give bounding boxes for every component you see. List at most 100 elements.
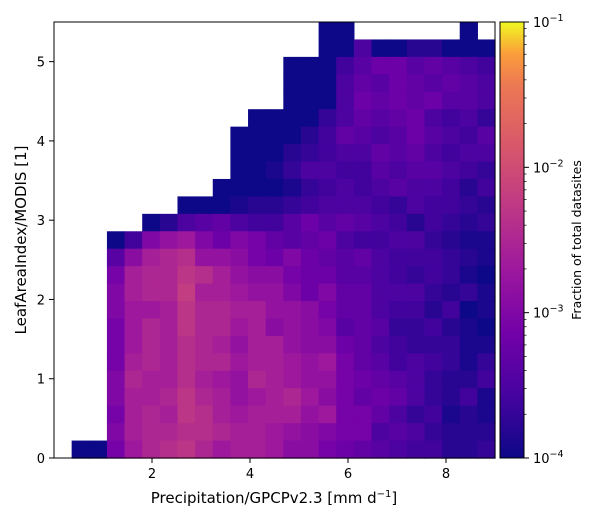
heatmap-cell	[371, 74, 390, 93]
heatmap-cell	[424, 196, 443, 215]
heatmap-cell	[353, 405, 373, 424]
heatmap-cell	[477, 388, 496, 407]
heatmap-cell	[406, 196, 426, 215]
heatmap-cell	[353, 388, 373, 407]
heatmap-cell	[318, 370, 337, 389]
heatmap-cell	[106, 370, 126, 389]
heatmap-cell	[459, 423, 478, 442]
heatmap-cell	[212, 196, 231, 215]
heatmap-cell	[300, 144, 320, 163]
heatmap-cell	[212, 353, 231, 372]
heatmap-cell	[248, 213, 267, 232]
x-tick-label: 2	[148, 467, 156, 482]
heatmap-cell	[230, 126, 249, 145]
heatmap-cell	[459, 74, 478, 93]
heatmap-cell	[371, 126, 390, 145]
heatmap-cell	[300, 266, 320, 285]
heatmap-cell	[318, 39, 337, 58]
heatmap-cell	[248, 353, 267, 372]
heatmap-cell	[442, 335, 461, 354]
heatmap-cell	[159, 423, 179, 442]
y-tick-label: 3	[37, 214, 45, 229]
x-tick-label: 4	[246, 467, 254, 482]
heatmap-cell	[248, 178, 267, 197]
heatmap-cell	[230, 353, 249, 372]
heatmap-cell	[336, 318, 355, 337]
heatmap-cell	[389, 56, 408, 75]
heatmap-cell	[142, 388, 161, 407]
heatmap-cell	[212, 370, 231, 389]
heatmap-cell	[300, 161, 320, 180]
heatmap-cell	[318, 56, 337, 75]
heatmap-cell	[371, 91, 390, 110]
heatmap-cell	[318, 22, 337, 41]
heatmap-cell	[230, 370, 249, 389]
heatmap-cell	[371, 301, 390, 320]
heatmap-cell	[230, 144, 249, 163]
heatmap-cell	[406, 39, 426, 58]
heatmap-cell	[106, 335, 126, 354]
heatmap-cell	[459, 248, 478, 267]
heatmap-cell	[406, 423, 426, 442]
heatmap-cell	[89, 440, 108, 459]
heatmap-cell	[283, 144, 302, 163]
heatmap-cell	[265, 335, 284, 354]
heatmap-cell	[212, 248, 231, 267]
heatmap-cell	[159, 266, 179, 285]
heatmap-cell	[477, 301, 496, 320]
heatmap-cell	[389, 283, 408, 302]
heatmap-cell	[336, 109, 355, 128]
x-tick-label: 6	[344, 467, 352, 482]
heatmap-cell	[283, 318, 302, 337]
heatmap-cell	[406, 74, 426, 93]
heatmap-cell	[424, 283, 443, 302]
heatmap-cell	[371, 423, 390, 442]
heatmap-cell	[177, 318, 196, 337]
heatmap-cell	[459, 301, 478, 320]
heatmap-cell	[300, 283, 320, 302]
heatmap-cell	[318, 353, 337, 372]
heatmap-cell	[142, 405, 161, 424]
heatmap-cell	[177, 353, 196, 372]
heatmap-cell	[230, 440, 249, 459]
heatmap-cell	[371, 248, 390, 267]
heatmap-cell	[353, 213, 373, 232]
heatmap-cell	[353, 144, 373, 163]
heatmap-cell	[124, 266, 143, 285]
heatmap-cell	[371, 370, 390, 389]
heatmap-cell	[212, 231, 231, 250]
heatmap-cell	[336, 56, 355, 75]
heatmap-cell	[159, 353, 179, 372]
heatmap-cell	[230, 266, 249, 285]
heatmap-cell	[389, 161, 408, 180]
heatmap-cell	[406, 318, 426, 337]
heatmap-cell	[318, 423, 337, 442]
heatmap-cell	[424, 388, 443, 407]
heatmap-cell	[248, 109, 267, 128]
heatmap-cell	[300, 388, 320, 407]
heatmap-cell	[177, 231, 196, 250]
heatmap-cell	[477, 231, 496, 250]
heatmap-cell	[318, 144, 337, 163]
heatmap-cell	[195, 266, 214, 285]
y-tick-label: 2	[37, 293, 45, 308]
heatmap-cell	[212, 266, 231, 285]
heatmap-cell	[477, 74, 496, 93]
heatmap-cell	[230, 301, 249, 320]
heatmap-cell	[406, 109, 426, 128]
heatmap-cell	[318, 318, 337, 337]
heatmap-cell	[371, 213, 390, 232]
heatmap-cell	[459, 213, 478, 232]
heatmap-cell	[477, 423, 496, 442]
heatmap-cell	[477, 353, 496, 372]
heatmap-cell	[477, 213, 496, 232]
heatmap-cell	[477, 440, 496, 459]
heatmap-cell	[248, 248, 267, 267]
heatmap-cell	[195, 370, 214, 389]
heatmap-cell	[389, 109, 408, 128]
heatmap-cell	[142, 213, 161, 232]
heatmap-cell	[353, 335, 373, 354]
x-axis: 2 4 6 8	[148, 458, 450, 482]
heatmap-cell	[442, 91, 461, 110]
